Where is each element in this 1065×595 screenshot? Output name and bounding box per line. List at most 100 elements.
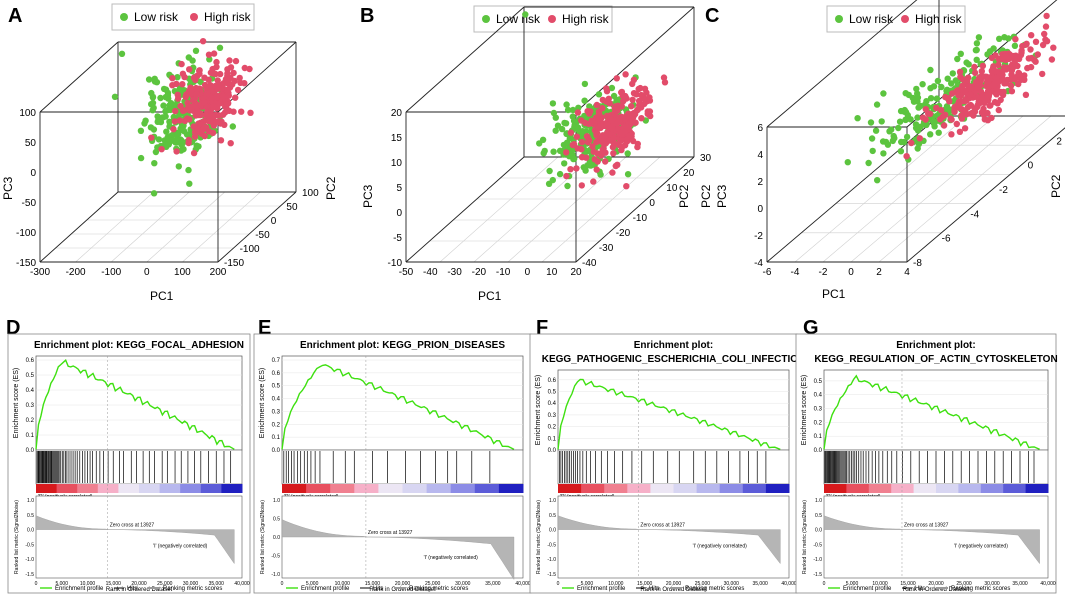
- data-point: [241, 80, 248, 87]
- panel-a-y-ticks: -150 -100 -500 50 100: [224, 188, 319, 269]
- data-point: [609, 117, 616, 124]
- data-point: [1007, 82, 1015, 89]
- negative-correlation-label: 'I' (negatively correlated): [153, 543, 207, 549]
- data-point: [975, 34, 983, 41]
- es-y-title: Enrichment score (ES): [801, 375, 808, 445]
- es-tick-label: 0.0: [26, 448, 35, 454]
- data-point: [574, 124, 582, 131]
- panel-d-gsea: D Enrichment plot: KEGG_FOCAL_ADHESION 0.…: [6, 317, 251, 594]
- rank-color-bar: [604, 484, 628, 493]
- x-tick-label: 10,000: [608, 581, 624, 587]
- data-point: [904, 111, 911, 119]
- data-point: [624, 171, 632, 178]
- es-tick-label: 0.5: [548, 390, 557, 396]
- metric-tick-label: -1.0: [25, 557, 34, 563]
- data-point: [868, 135, 876, 142]
- data-point: [145, 76, 153, 83]
- data-point: [878, 118, 885, 125]
- data-point: [150, 190, 158, 197]
- es-tick-label: 0.4: [814, 393, 823, 399]
- ranking-metric-area: [823, 515, 1040, 565]
- panel-c-y-title-right: PC2: [1049, 174, 1063, 198]
- data-point: [578, 129, 585, 136]
- data-point: [633, 91, 640, 98]
- data-point: [567, 129, 574, 136]
- data-point: [1042, 36, 1049, 43]
- rank-color-bar: [306, 484, 331, 493]
- metric-y-title: Ranked list metric (Signal2Noise): [802, 500, 808, 574]
- data-point: [573, 133, 580, 140]
- data-point: [949, 90, 956, 97]
- y-tick-label: -150: [224, 258, 244, 269]
- data-point: [586, 103, 593, 110]
- data-point: [190, 74, 198, 81]
- data-point: [563, 172, 570, 180]
- data-point: [995, 106, 1002, 114]
- data-point: [574, 109, 582, 116]
- data-point: [981, 99, 988, 107]
- legend-enrichment-label: Enrichment profile: [577, 586, 626, 592]
- data-point: [1012, 36, 1019, 43]
- rank-color-bar: [330, 484, 355, 493]
- data-point: [591, 156, 598, 163]
- box-edge: [405, 156, 525, 263]
- data-point: [951, 108, 958, 116]
- metric-plot-box: [557, 495, 790, 579]
- es-tick-label: 0.1: [26, 433, 35, 439]
- data-point: [995, 77, 1002, 85]
- data-point: [158, 146, 165, 153]
- data-point: [230, 69, 237, 77]
- x-tick-label: 100: [174, 267, 191, 278]
- data-point: [1018, 49, 1025, 56]
- panel-a-z-title: PC3: [1, 176, 15, 200]
- data-point: [179, 107, 187, 115]
- x-tick-label: 40,000: [1040, 581, 1056, 587]
- z-tick-label: 2: [757, 177, 763, 188]
- data-point: [169, 137, 176, 144]
- rank-color-bar: [56, 484, 78, 493]
- data-point: [564, 106, 572, 114]
- rank-color-bar: [673, 484, 698, 493]
- legend-low-label: Low risk: [849, 12, 894, 26]
- z-tick-label: -5: [393, 233, 402, 244]
- data-point: [549, 176, 556, 184]
- y-tick-label: 100: [302, 188, 319, 199]
- data-point: [580, 164, 587, 171]
- data-point: [581, 97, 588, 104]
- data-point: [948, 80, 955, 87]
- metric-plot-box: [823, 495, 1049, 579]
- rank-color-bar: [958, 484, 982, 493]
- z-tick-label: -50: [22, 198, 37, 209]
- data-point: [986, 102, 993, 109]
- data-point: [219, 93, 227, 100]
- data-point: [865, 159, 872, 167]
- grid-line: [473, 156, 593, 263]
- x-tick-label: -10: [496, 267, 511, 278]
- data-point: [197, 78, 204, 86]
- data-point: [558, 125, 566, 133]
- rank-color-bar: [558, 484, 582, 493]
- x-tick-label: 30,000: [183, 581, 199, 587]
- data-point: [578, 182, 585, 189]
- data-point: [971, 69, 979, 77]
- data-point: [546, 167, 553, 175]
- data-point: [567, 166, 574, 173]
- data-point: [1008, 88, 1016, 95]
- data-point: [141, 120, 148, 127]
- data-point: [541, 147, 548, 155]
- data-point: [590, 148, 597, 155]
- z-tick-label: -150: [16, 258, 36, 269]
- data-point: [173, 148, 180, 155]
- data-point: [215, 81, 222, 88]
- z-tick-label: 0: [30, 168, 36, 179]
- x-tick-label: 30,000: [455, 581, 471, 587]
- es-tick-label: 0.2: [548, 425, 557, 431]
- data-point: [190, 149, 198, 157]
- data-point: [961, 125, 969, 132]
- x-tick-label: 40,000: [515, 581, 531, 587]
- x-tick-label: -20: [472, 267, 487, 278]
- es-y-title: Enrichment score (ES): [259, 368, 266, 438]
- data-point: [618, 131, 625, 138]
- data-point: [613, 120, 620, 127]
- data-point: [203, 124, 210, 131]
